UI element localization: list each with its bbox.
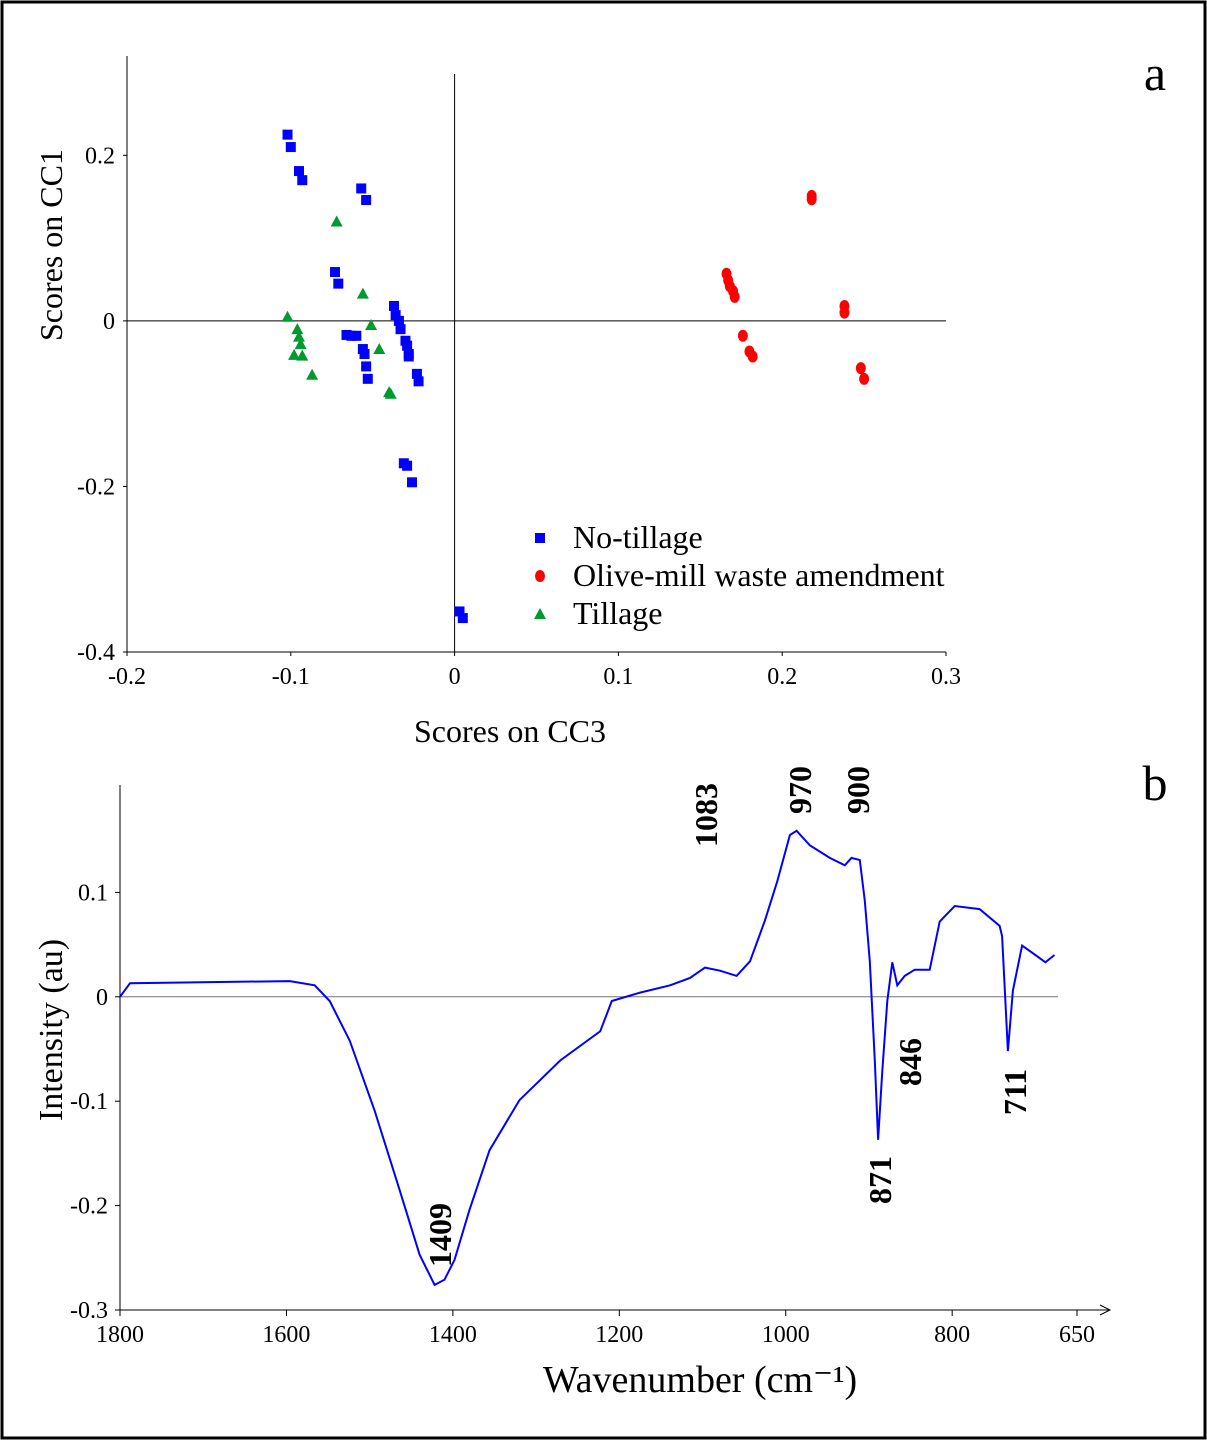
point [282,129,293,140]
point [395,324,406,335]
x-tick-label: 1200 [595,1322,643,1348]
point [356,183,367,194]
point [293,166,304,177]
point [359,349,370,359]
point [806,193,817,206]
point [839,306,850,319]
point [285,142,296,153]
point [365,319,378,331]
point [373,343,386,355]
legend-marker [534,608,546,619]
legend-label: Olive-mill waste amendment [573,557,945,593]
point [411,368,422,379]
point [356,287,369,299]
y-tick-label: -0.3 [70,1298,108,1324]
peak-label: 970 [782,766,818,814]
panel-label: b [1143,755,1168,811]
spectrum-line [119,829,1056,1287]
point [291,323,304,335]
x-tick-label: 0.2 [767,664,797,690]
y-tick-label: 0.2 [85,143,115,169]
peak-label: 871 [862,1156,898,1204]
x-tick-label: 1800 [96,1322,144,1348]
point [737,329,748,342]
point [729,290,740,303]
point [388,300,399,311]
point [294,338,307,350]
x-tick-label: 1400 [429,1322,477,1348]
y-tick-label: -0.4 [77,640,115,666]
point [333,278,344,289]
point [859,372,870,385]
legend-marker [535,533,545,543]
point [296,349,309,361]
y-tick-label: 0 [96,985,108,1011]
x-tick-label: 0.1 [603,664,633,690]
x-tick-label: 650 [1059,1322,1095,1348]
point [361,195,372,206]
y-tick-label: 0 [103,309,115,335]
panel-label: a [1144,45,1166,101]
point [413,376,424,387]
y-tick-label: -0.2 [70,1194,108,1220]
point [402,340,413,351]
point [454,606,465,617]
point [384,387,397,399]
peak-label: 846 [892,1038,928,1086]
legend-label: Tillage [573,595,663,631]
point [281,310,294,322]
x-tick-label: 800 [934,1322,970,1348]
x-axis-label: Wavenumber (cm⁻¹) [543,1359,857,1401]
legend-marker [535,570,545,582]
x-tick-label: -0.2 [108,664,146,690]
point [393,315,404,326]
point [330,267,341,278]
y-tick-label: -0.1 [70,1089,108,1115]
point [747,350,758,363]
y-axis-label: Scores on CC1 [33,149,69,341]
x-tick-label: -0.1 [272,664,310,690]
point [361,361,372,372]
point [351,330,362,341]
y-axis-label: Intensity (au) [33,939,70,1121]
legend-label: No-tillage [573,519,703,555]
point [330,215,343,227]
y-tick-label: 0.1 [78,880,108,906]
x-tick-label: 0 [449,664,461,690]
point [292,330,305,342]
point [855,362,866,375]
peak-label: 1083 [688,783,724,847]
peak-label: 900 [840,766,876,814]
y-tick-label: -0.2 [77,474,115,500]
point [407,477,418,488]
point [457,613,468,624]
point [288,348,301,360]
peak-label: 1409 [422,1203,458,1267]
x-tick-label: 1600 [262,1322,310,1348]
point [402,460,413,471]
point [297,175,308,186]
peak-label: 711 [997,1069,1033,1115]
x-tick-label: 0.3 [931,664,961,690]
point [306,368,319,380]
point [403,351,414,362]
point [362,373,373,384]
x-tick-label: 1000 [762,1322,810,1348]
x-axis-label: Scores on CC3 [414,713,606,749]
point [390,310,401,321]
axis-arrow [1099,1304,1112,1316]
